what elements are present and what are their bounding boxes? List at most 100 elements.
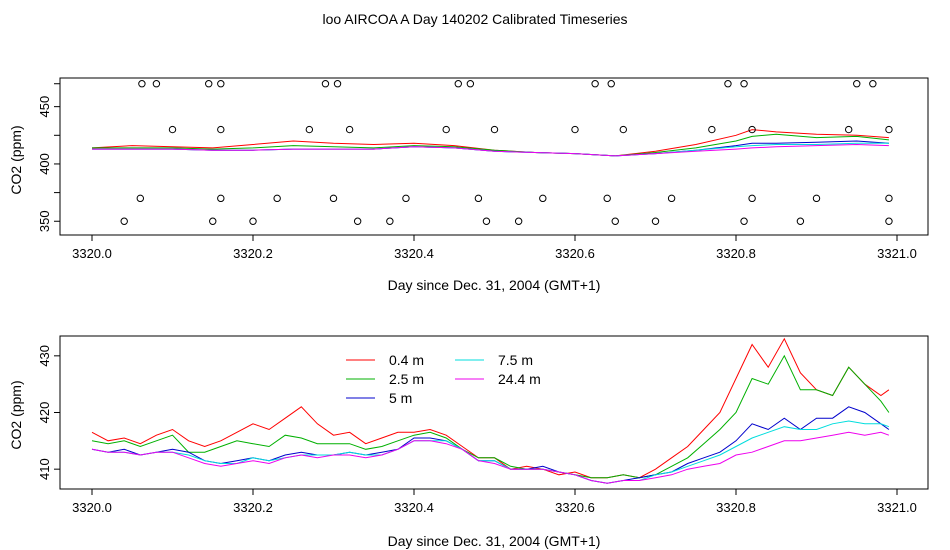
figure-title: loo AIRCOA A Day 140202 Calibrated Times… (322, 11, 627, 27)
scatter-point (748, 125, 756, 134)
scatter-point (402, 194, 410, 203)
scatter-point (885, 125, 893, 134)
top-y-axis: 350 400 450 (37, 83, 60, 232)
scatter-point (885, 217, 893, 225)
bottom-plot-frame (59, 335, 929, 490)
scatter-point (651, 217, 660, 225)
bottom-x-axis: 3320.0 3320.2 3320.4 3320.6 3320.8 3321.0 (72, 489, 917, 515)
scatter-point (667, 194, 676, 203)
top-plot-frame (59, 77, 929, 236)
scatter-point (869, 80, 877, 88)
legend: 0.4 m 2.5 m 5 m 7.5 m 24.4 m (346, 352, 541, 406)
x-tick-label: 3321.0 (877, 246, 917, 261)
series-line-1 (92, 133, 889, 157)
scatter-point (474, 194, 483, 203)
top-y-axis-label: CO2 (ppm) (8, 125, 24, 194)
scatter-point (136, 194, 145, 203)
y-tick-label: 410 (37, 458, 52, 480)
x-tick-label: 3320.8 (716, 500, 756, 515)
x-tick-label: 3320.4 (394, 500, 434, 515)
bottom-x-axis-label: Day since Dec. 31, 2004 (GMT+1) (388, 533, 601, 549)
bottom-series-group (91, 337, 890, 484)
scatter-point (748, 194, 756, 203)
scatter-point (168, 125, 177, 134)
y-tick-label: 430 (37, 345, 52, 367)
scatter-point (482, 217, 491, 225)
scatter-point (619, 125, 627, 134)
scatter-point (321, 80, 330, 88)
scatter-point (249, 217, 257, 225)
scatter-point (217, 194, 225, 203)
scatter-point (466, 80, 475, 88)
scatter-point (812, 194, 821, 203)
x-tick-label: 3321.0 (877, 500, 917, 515)
scatter-point (611, 217, 619, 225)
scatter-point (539, 194, 547, 203)
scatter-point (708, 125, 716, 134)
scatter-point (591, 80, 599, 88)
scatter-point (345, 125, 354, 134)
scatter-point (333, 80, 342, 88)
series-line-5-m (91, 406, 890, 484)
scatter-point (138, 80, 146, 88)
y-tick-label: 400 (37, 153, 52, 175)
scatter-point (740, 80, 748, 88)
scatter-point (603, 194, 611, 203)
scatter-point (454, 80, 462, 88)
scatter-point (386, 217, 394, 225)
series-line-7-5-m (91, 420, 890, 484)
scatter-point (796, 217, 805, 225)
scatter-point (120, 217, 128, 225)
y-tick-label: 350 (37, 210, 52, 232)
legend-label: 2.5 m (389, 371, 424, 387)
scatter-point (152, 80, 161, 88)
series-line-2-5-m (91, 354, 890, 479)
top-x-axis: 3320.0 3320.2 3320.4 3320.6 3320.8 3321.0 (72, 235, 917, 261)
scatter-point (607, 80, 615, 88)
series-line-0 (91, 129, 889, 157)
x-tick-label: 3320.2 (233, 246, 273, 261)
y-tick-label: 420 (37, 402, 52, 424)
scatter-point (514, 217, 523, 225)
top-x-axis-label: Day since Dec. 31, 2004 (GMT+1) (388, 277, 601, 293)
x-tick-label: 3320.0 (72, 500, 112, 515)
bottom-y-axis-label: CO2 (ppm) (8, 380, 24, 449)
scatter-point (724, 80, 732, 88)
x-tick-label: 3320.0 (72, 246, 112, 261)
series-line-4 (92, 143, 889, 157)
legend-label: 24.4 m (498, 371, 541, 387)
scatter-point (205, 80, 213, 88)
scatter-point (217, 80, 225, 88)
bottom-panel: 3320.0 3320.2 3320.4 3320.6 3320.8 3321.0 410… (8, 335, 929, 549)
scatter-point (571, 125, 579, 134)
x-tick-label: 3320.2 (233, 500, 273, 515)
top-panel: 3320.0 3320.2 3320.4 3320.6 3320.8 3321.0 350… (8, 77, 929, 293)
top-series-group (91, 129, 889, 157)
top-points-group (120, 80, 893, 225)
scatter-point (217, 125, 225, 134)
x-tick-label: 3320.6 (555, 500, 595, 515)
scatter-point (305, 125, 314, 134)
scatter-point (209, 217, 217, 225)
x-tick-label: 3320.4 (394, 246, 434, 261)
scatter-point (740, 217, 748, 225)
scatter-point (329, 194, 338, 203)
scatter-point (353, 217, 362, 225)
x-tick-label: 3320.6 (555, 246, 595, 261)
scatter-point (853, 80, 861, 88)
legend-label: 7.5 m (498, 352, 533, 368)
scatter-point (490, 125, 499, 134)
y-tick-label: 450 (37, 96, 52, 118)
series-line-2 (92, 140, 889, 157)
bottom-y-axis: 410 420 430 (37, 345, 60, 480)
scatter-point (845, 125, 853, 134)
legend-label: 0.4 m (389, 352, 424, 368)
series-line-0-4-m (91, 337, 890, 479)
x-tick-label: 3320.8 (716, 246, 756, 261)
series-line-24-4-m (91, 431, 890, 484)
scatter-point (273, 194, 281, 203)
legend-label: 5 m (389, 390, 412, 406)
scatter-point (885, 194, 893, 203)
scatter-point (442, 125, 450, 134)
